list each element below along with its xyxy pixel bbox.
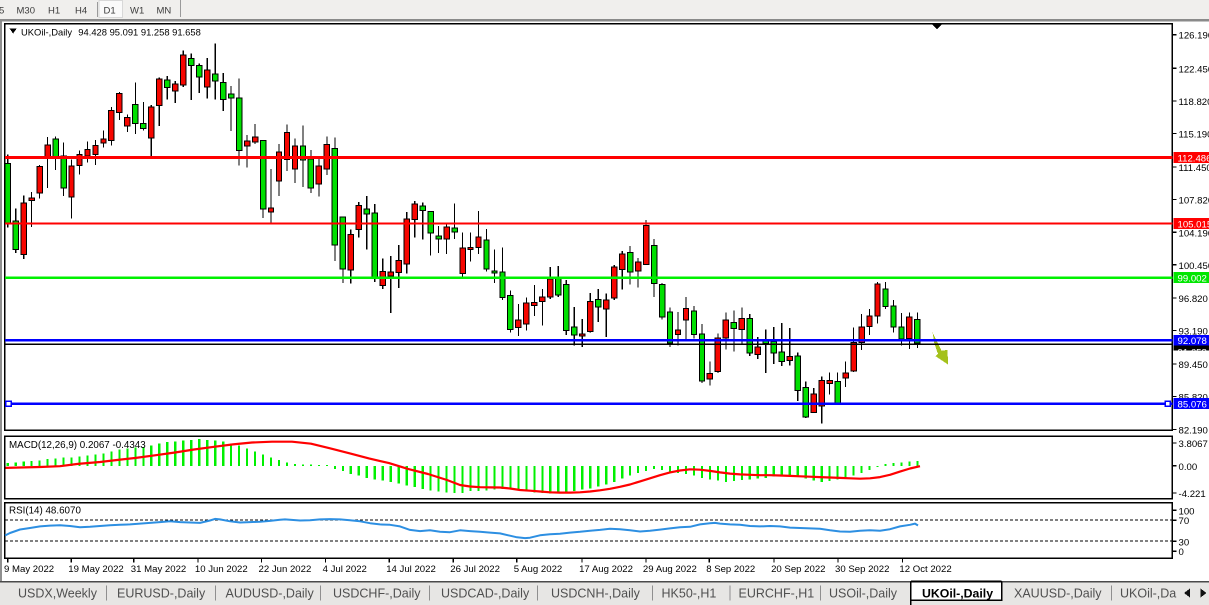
svg-text:UKOil-,Da: UKOil-,Da (1120, 587, 1176, 601)
svg-text:M30: M30 (17, 6, 35, 17)
svg-text:100.450: 100.450 (1179, 261, 1209, 272)
svg-text:4 Jul 2022: 4 Jul 2022 (323, 564, 367, 575)
svg-text:104.190: 104.190 (1179, 228, 1209, 239)
svg-text:115.190: 115.190 (1179, 130, 1209, 141)
svg-text:USDX,Weekly: USDX,Weekly (18, 587, 98, 601)
svg-text:3.8067: 3.8067 (1179, 439, 1208, 450)
svg-text:89.450: 89.450 (1179, 360, 1208, 371)
svg-text:EURUSD-,Daily: EURUSD-,Daily (117, 587, 206, 601)
svg-text:5: 5 (0, 6, 4, 17)
svg-text:10 Jun 2022: 10 Jun 2022 (195, 564, 248, 575)
svg-text:XAUUSD-,Daily: XAUUSD-,Daily (1014, 587, 1102, 601)
svg-text:USDCHF-,Daily: USDCHF-,Daily (333, 587, 421, 601)
svg-text:0: 0 (1179, 547, 1184, 558)
svg-text:70: 70 (1179, 516, 1190, 527)
svg-text:14 Jul 2022: 14 Jul 2022 (386, 564, 436, 575)
svg-text:99.002: 99.002 (1178, 274, 1207, 285)
svg-text:MN: MN (157, 6, 172, 17)
svg-text:17 Aug 2022: 17 Aug 2022 (579, 564, 633, 575)
svg-text:93.190: 93.190 (1179, 327, 1208, 338)
svg-text:EURCHF-,H1: EURCHF-,H1 (739, 587, 815, 601)
svg-text:30 Sep 2022: 30 Sep 2022 (835, 564, 889, 575)
svg-text:22 Jun 2022: 22 Jun 2022 (259, 564, 312, 575)
svg-text:12 Oct 2022: 12 Oct 2022 (899, 564, 951, 575)
svg-text:85.076: 85.076 (1178, 400, 1207, 411)
svg-text:W1: W1 (130, 6, 144, 17)
svg-text:UKOil-,Daily: UKOil-,Daily (21, 26, 72, 37)
svg-text:RSI(14) 48.6070: RSI(14) 48.6070 (9, 506, 81, 517)
svg-text:MACD(12,26,9) 0.2067 -0.4343: MACD(12,26,9) 0.2067 -0.4343 (9, 440, 146, 451)
svg-text:USOil-,Daily: USOil-,Daily (829, 587, 898, 601)
svg-text:UKOil-,Daily: UKOil-,Daily (922, 587, 993, 601)
svg-text:H4: H4 (75, 6, 87, 17)
svg-text:8 Sep 2022: 8 Sep 2022 (706, 564, 755, 575)
svg-text:D1: D1 (104, 6, 116, 17)
svg-text:USDCNH-,Daily: USDCNH-,Daily (551, 587, 641, 601)
svg-text:26 Jul 2022: 26 Jul 2022 (450, 564, 500, 575)
svg-text:0.00: 0.00 (1179, 462, 1198, 473)
svg-text:-4.221: -4.221 (1179, 489, 1206, 500)
svg-text:AUDUSD-,Daily: AUDUSD-,Daily (226, 587, 315, 601)
svg-text:111.450: 111.450 (1179, 163, 1209, 174)
svg-text:5 Aug 2022: 5 Aug 2022 (514, 564, 563, 575)
svg-text:82.190: 82.190 (1179, 426, 1208, 437)
svg-text:94.428 95.091 91.258 91.658: 94.428 95.091 91.258 91.658 (78, 26, 201, 37)
svg-text:126.190: 126.190 (1179, 31, 1209, 42)
svg-text:20 Sep 2022: 20 Sep 2022 (771, 564, 825, 575)
svg-text:30: 30 (1179, 537, 1190, 548)
svg-text:29 Aug 2022: 29 Aug 2022 (643, 564, 697, 575)
svg-text:100: 100 (1179, 506, 1195, 517)
svg-text:HK50-,H1: HK50-,H1 (662, 587, 717, 601)
svg-text:96.820: 96.820 (1179, 294, 1208, 305)
svg-text:85.820: 85.820 (1179, 393, 1208, 404)
svg-text:9 May 2022: 9 May 2022 (4, 564, 54, 575)
svg-text:107.820: 107.820 (1179, 196, 1209, 207)
svg-text:112.486: 112.486 (1178, 154, 1209, 165)
svg-text:H1: H1 (48, 6, 60, 17)
svg-text:USDCAD-,Daily: USDCAD-,Daily (441, 587, 530, 601)
svg-text:122.450: 122.450 (1179, 64, 1209, 75)
svg-text:19 May 2022: 19 May 2022 (68, 564, 123, 575)
svg-text:92.078: 92.078 (1178, 336, 1207, 347)
svg-text:31 May 2022: 31 May 2022 (131, 564, 186, 575)
svg-text:105.015: 105.015 (1178, 220, 1209, 231)
svg-text:91.658: 91.658 (1178, 347, 1207, 358)
svg-text:118.820: 118.820 (1179, 97, 1209, 108)
